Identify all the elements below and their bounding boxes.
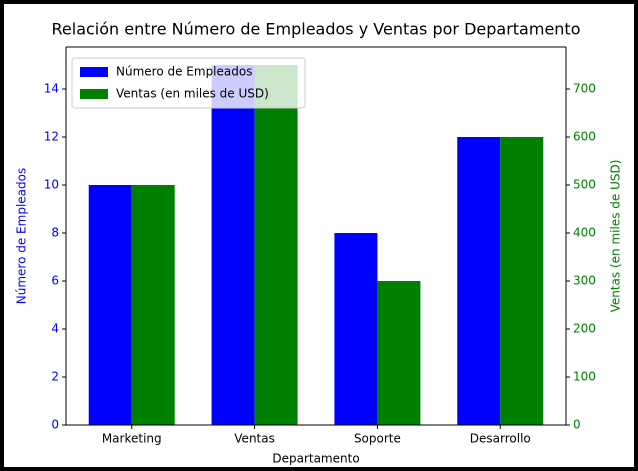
- y2-tick-label: 700: [573, 82, 596, 96]
- y2-tick-label: 200: [573, 322, 596, 336]
- legend-label: Número de Empleados: [116, 65, 252, 79]
- y2-tick-label: 100: [573, 370, 596, 384]
- bar: [377, 281, 421, 425]
- bar: [254, 65, 298, 425]
- x-tick-label: Soporte: [354, 432, 401, 446]
- legend-swatch: [80, 67, 108, 77]
- y-tick-label: 2: [51, 370, 59, 384]
- y-tick-label: 0: [51, 418, 59, 432]
- chart-title: Relación entre Número de Empleados y Ven…: [52, 20, 581, 39]
- legend-label: Ventas (en miles de USD): [116, 87, 269, 101]
- bar: [88, 185, 132, 425]
- legend-swatch: [80, 89, 108, 99]
- y-tick-label: 12: [44, 130, 59, 144]
- y-tick-label: 10: [44, 178, 59, 192]
- x-tick-label: Desarrollo: [470, 432, 531, 446]
- y-tick-label: 14: [44, 82, 59, 96]
- y-tick-label: 8: [51, 226, 59, 240]
- bar: [334, 233, 378, 425]
- y2-tick-label: 400: [573, 226, 596, 240]
- y-tick-label: 4: [51, 322, 59, 336]
- y-axis-label: Número de Empleados: [15, 168, 29, 304]
- x-tick-label: Marketing: [102, 432, 162, 446]
- legend: Número de Empleados Ventas (en miles de U…: [71, 57, 306, 109]
- y2-tick-label: 600: [573, 130, 596, 144]
- bar: [500, 137, 544, 425]
- bar: [131, 185, 175, 425]
- y2-tick-label: 300: [573, 274, 596, 288]
- bar: [457, 137, 501, 425]
- x-tick-label: Ventas: [234, 432, 275, 446]
- y-tick-label: 6: [51, 274, 59, 288]
- y2-tick-label: 500: [573, 178, 596, 192]
- x-axis-label: Departamento: [272, 452, 359, 466]
- y2-tick-label: 0: [573, 418, 581, 432]
- legend-box: [71, 57, 306, 109]
- y2-axis-label: Ventas (en miles de USD): [609, 160, 623, 313]
- bar: [211, 65, 255, 425]
